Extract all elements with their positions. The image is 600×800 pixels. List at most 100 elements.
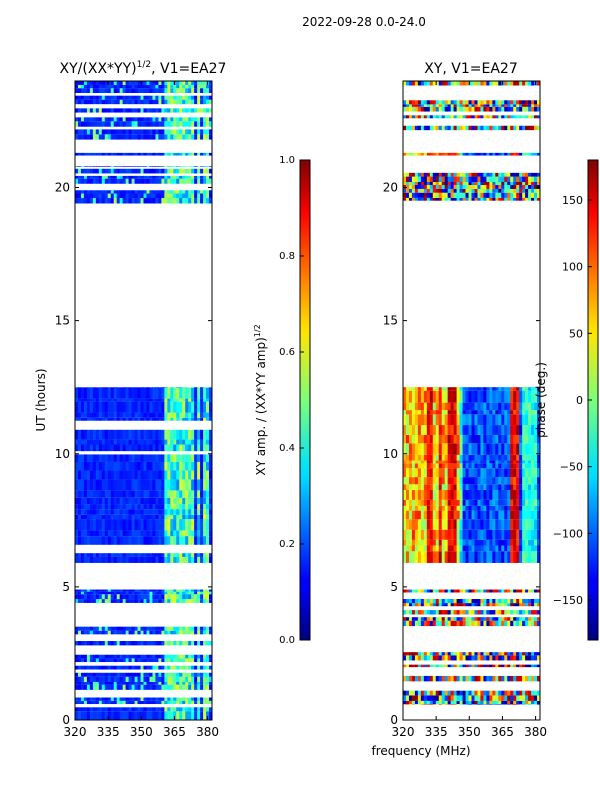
heatmap-cell bbox=[489, 610, 493, 615]
heatmap-cell bbox=[155, 108, 159, 113]
heatmap-cell bbox=[194, 681, 198, 685]
heatmap-cell bbox=[507, 477, 511, 485]
heatmap-cell bbox=[492, 182, 496, 185]
heatmap-cell bbox=[158, 461, 162, 471]
heatmap-cell bbox=[170, 81, 174, 85]
heatmap-cell bbox=[209, 599, 212, 603]
heatmap-cell bbox=[173, 99, 177, 105]
heatmap-cell bbox=[125, 412, 130, 418]
heatmap-cell bbox=[116, 658, 121, 663]
heatmap-cell bbox=[107, 479, 112, 491]
heatmap-cell bbox=[80, 134, 85, 140]
heatmap-cell bbox=[137, 88, 142, 93]
heatmap-cell bbox=[113, 641, 118, 646]
heatmap-cell bbox=[101, 630, 106, 635]
heatmap-cell bbox=[188, 470, 192, 480]
heatmap-cell bbox=[104, 599, 109, 603]
heatmap-cell bbox=[462, 589, 467, 593]
heatmap-cell bbox=[188, 134, 192, 140]
heatmap-cell bbox=[137, 129, 142, 135]
heatmap-cell bbox=[528, 675, 532, 682]
heatmap-cell bbox=[519, 700, 523, 705]
heatmap-cell bbox=[489, 443, 493, 455]
heatmap-cell bbox=[128, 193, 133, 199]
heatmap-cell bbox=[525, 188, 529, 193]
heatmap-cell bbox=[414, 620, 419, 627]
heatmap-cell bbox=[408, 700, 413, 705]
heatmap-cell bbox=[432, 410, 437, 415]
heatmap-cell bbox=[510, 106, 514, 112]
heatmap-cell bbox=[403, 652, 407, 656]
heatmap-cell bbox=[471, 519, 476, 530]
heatmap-cell bbox=[480, 545, 485, 552]
heatmap-cell bbox=[77, 84, 82, 89]
heatmap-cell bbox=[92, 599, 97, 603]
heatmap-cell bbox=[152, 454, 157, 462]
heatmap-cell bbox=[101, 536, 106, 545]
heatmap-cell bbox=[504, 505, 508, 511]
heatmap-cell bbox=[483, 510, 487, 520]
heatmap-cell bbox=[519, 184, 523, 189]
heatmap-cell bbox=[89, 193, 94, 199]
heatmap-cell bbox=[444, 620, 449, 627]
heatmap-cell bbox=[77, 684, 82, 690]
heatmap-cell bbox=[417, 197, 422, 201]
heatmap-cell bbox=[480, 700, 485, 705]
heatmap-cell bbox=[122, 700, 127, 705]
heatmap-cell bbox=[444, 700, 449, 705]
heatmap-cell bbox=[438, 519, 443, 530]
heatmap-cell bbox=[441, 505, 446, 511]
heatmap-cell bbox=[134, 129, 139, 135]
heatmap-cell bbox=[453, 551, 458, 563]
heatmap-cell bbox=[182, 387, 186, 399]
heatmap-cell bbox=[146, 479, 151, 491]
heatmap-cell bbox=[513, 454, 517, 461]
heatmap-cell bbox=[471, 620, 476, 627]
heatmap-cell bbox=[128, 387, 133, 399]
heatmap-cell bbox=[173, 429, 177, 440]
heatmap-cell bbox=[77, 599, 82, 603]
heatmap-cell bbox=[405, 192, 410, 198]
heatmap-cell bbox=[107, 117, 112, 122]
heatmap-cell bbox=[113, 711, 118, 720]
heatmap-cell bbox=[164, 591, 168, 595]
heatmap-cell bbox=[510, 115, 514, 119]
heatmap-cell bbox=[122, 658, 127, 663]
heatmap-cell bbox=[510, 443, 514, 455]
heatmap-cell bbox=[477, 463, 482, 469]
heatmap-cell bbox=[158, 444, 162, 452]
heatmap-cell bbox=[438, 505, 443, 511]
heatmap-cell bbox=[510, 188, 514, 193]
heatmap-cell bbox=[450, 519, 455, 530]
heatmap-cell bbox=[525, 197, 529, 201]
heatmap-cell bbox=[98, 497, 103, 505]
heatmap-cell bbox=[435, 115, 440, 119]
heatmap-cell bbox=[89, 490, 94, 498]
heatmap-cell bbox=[203, 707, 207, 712]
heatmap-cell bbox=[155, 99, 159, 105]
heatmap-cell bbox=[107, 429, 112, 440]
heatmap-cell bbox=[516, 620, 520, 627]
heatmap-cell bbox=[483, 489, 487, 500]
heatmap-cell bbox=[110, 193, 115, 199]
heatmap-cell bbox=[185, 711, 189, 720]
heatmap-cell bbox=[486, 387, 490, 391]
heatmap-cell bbox=[432, 463, 437, 469]
heatmap-cell bbox=[432, 477, 437, 485]
heatmap-cell bbox=[522, 510, 526, 520]
heatmap-cell bbox=[453, 104, 458, 107]
heatmap-cell bbox=[474, 463, 479, 469]
heatmap-cell bbox=[86, 387, 91, 399]
heatmap-cell bbox=[128, 417, 133, 421]
heatmap-cell bbox=[197, 121, 201, 127]
heatmap-cell bbox=[471, 125, 476, 131]
heatmap-cell bbox=[525, 106, 529, 112]
heatmap-cell bbox=[498, 463, 502, 469]
heatmap-cell bbox=[188, 190, 192, 194]
heatmap-cell bbox=[477, 690, 482, 696]
heatmap-cell bbox=[158, 504, 162, 510]
heatmap-cell bbox=[197, 672, 201, 677]
heatmap-cell bbox=[167, 84, 171, 89]
heatmap-cell bbox=[522, 197, 526, 201]
heatmap-cell bbox=[417, 188, 422, 193]
